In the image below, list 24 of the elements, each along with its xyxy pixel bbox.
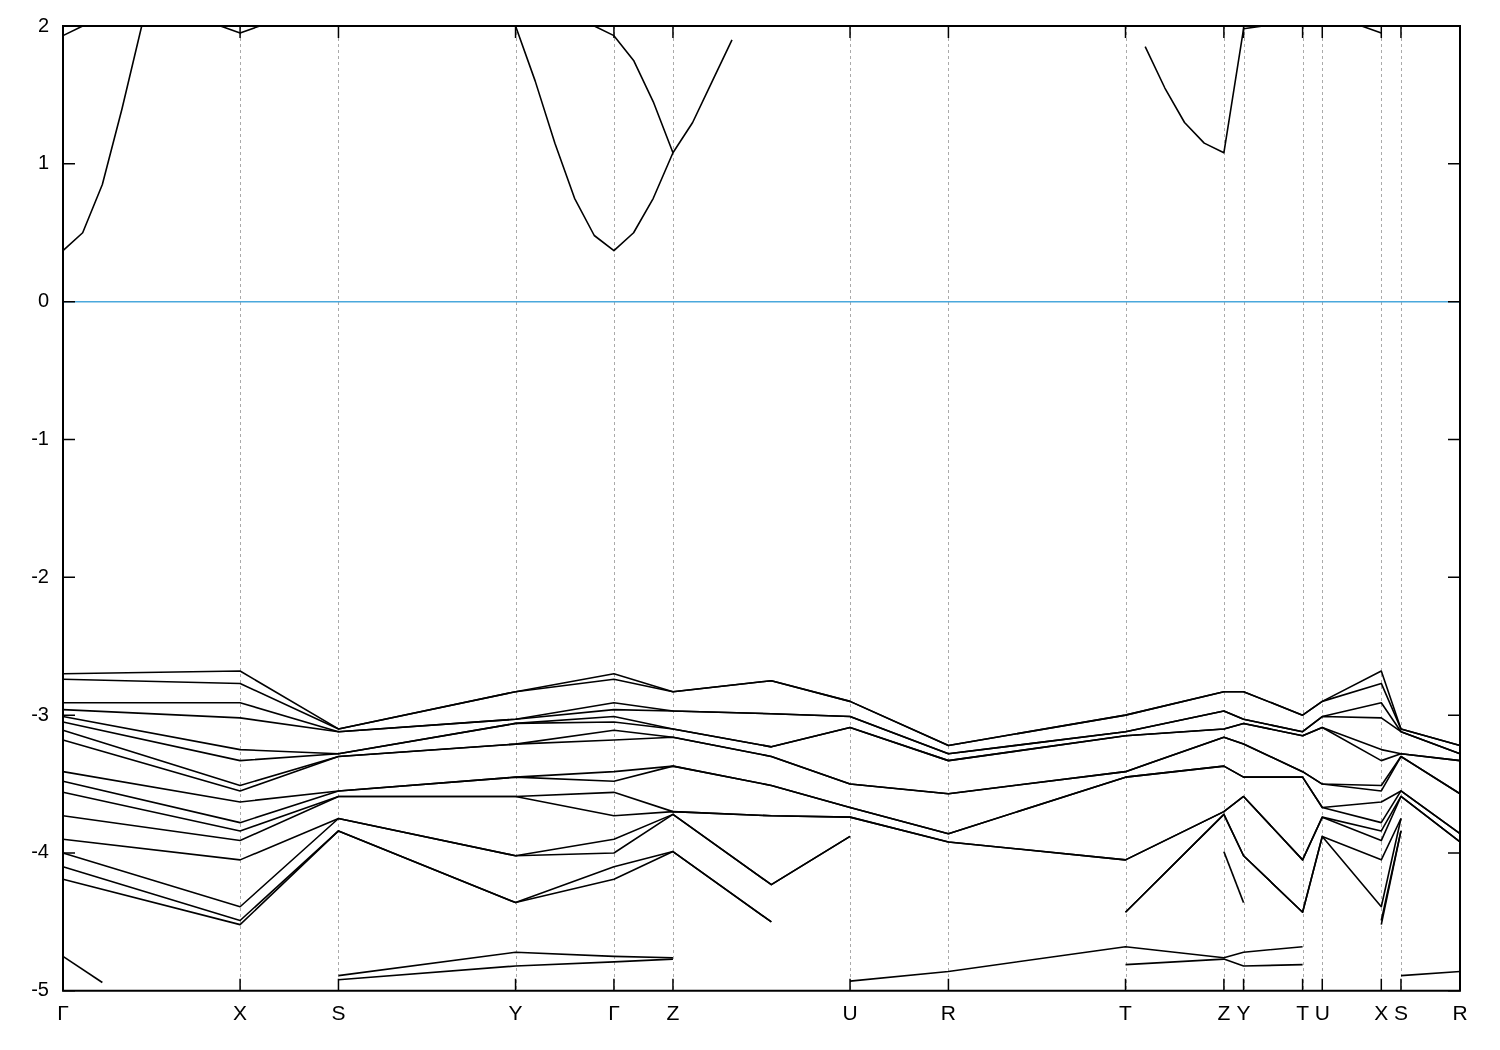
x-tick-label: Z (1217, 1001, 1231, 1025)
y-tick-label: 2 (37, 13, 49, 36)
x-tick-label: U (1314, 1001, 1330, 1025)
y-tick-label: -3 (31, 702, 49, 725)
y-tick-label: -5 (31, 978, 49, 1001)
y-tick-label: 0 (37, 289, 49, 312)
x-tick-label: S (1393, 1001, 1408, 1025)
x-tick-label: T (1119, 1001, 1133, 1025)
x-tick-label: X (1374, 1001, 1389, 1025)
x-tick-label: S (331, 1001, 346, 1025)
x-tick-label: Γ (608, 1001, 620, 1025)
x-tick-label: R (1452, 1001, 1468, 1025)
x-tick-label: U (842, 1001, 858, 1025)
x-tick-label: R (940, 1001, 957, 1025)
x-tick-label: Y (508, 1001, 523, 1025)
y-tick-label: -2 (31, 564, 49, 587)
y-tick-label: -1 (31, 427, 49, 449)
x-tick-label: Y (1236, 1001, 1251, 1025)
y-tick-label: 1 (37, 151, 49, 174)
x-tick-label: T (1296, 1001, 1310, 1025)
x-tick-label: Z (666, 1001, 680, 1025)
x-tick-label: Γ (57, 1001, 69, 1025)
y-tick-label: -4 (31, 840, 49, 863)
x-tick-label: X (233, 1001, 248, 1025)
